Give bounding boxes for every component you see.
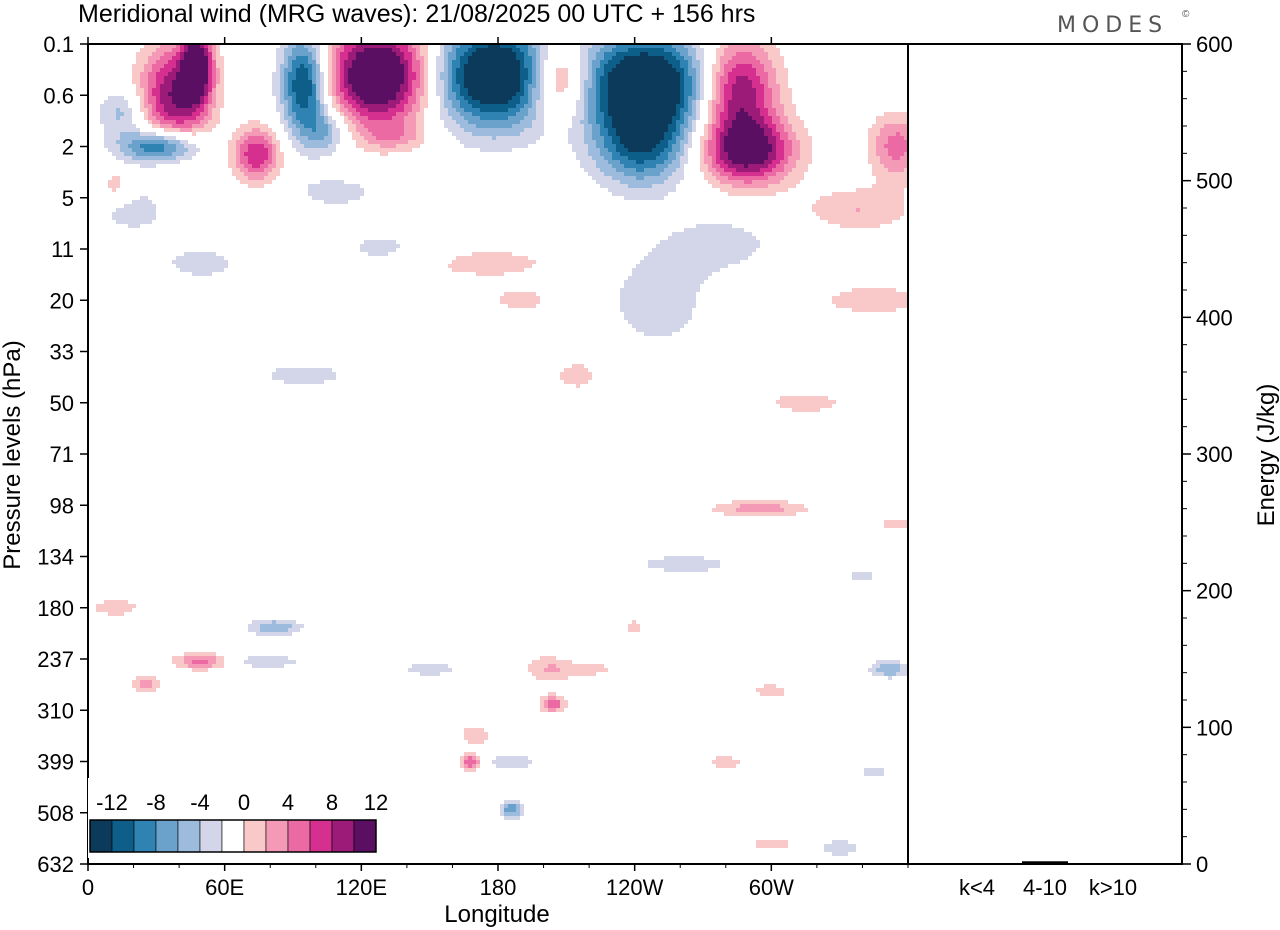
y-tick-label: 134 <box>37 545 74 570</box>
y-tick-label: 50 <box>50 391 74 416</box>
x-tick-label: 120E <box>336 875 387 900</box>
energy-bars <box>954 861 1136 864</box>
contour-band <box>292 44 684 164</box>
brand-copyright: © <box>1182 9 1190 20</box>
energy-tick-label: 100 <box>1196 715 1233 740</box>
y-axis-label: Pressure levels (hPa) <box>0 340 26 569</box>
energy-tick-label: 0 <box>1196 852 1208 877</box>
y-tick-label: 98 <box>50 493 74 518</box>
y-tick-label: 11 <box>51 237 74 262</box>
colorbar-swatch <box>353 819 377 853</box>
x-axis: 0 60E 120E 180 120W 60W <box>82 37 909 900</box>
y-tick-label: 5 <box>62 186 74 211</box>
y-tick-label: 2 <box>62 135 74 160</box>
energy-category-label: 4-10 <box>1023 875 1067 900</box>
y-tick-label: 71 <box>50 442 74 467</box>
energy-tick-label: 200 <box>1196 579 1233 604</box>
colorbar-tick-label: -8 <box>146 790 166 815</box>
colorbar-labels: -12 -8 -4 0 4 8 12 <box>96 790 388 815</box>
colorbar-swatch <box>111 819 135 853</box>
y-tick-label: 508 <box>37 801 74 826</box>
energy-category-label: k>10 <box>1089 875 1137 900</box>
colorbar-tick-label: 4 <box>282 790 294 815</box>
chart-title: Meridional wind (MRG waves): 21/08/2025 … <box>78 0 755 28</box>
energy-tick-label: 300 <box>1196 442 1233 467</box>
energy-bar <box>954 863 1000 864</box>
colorbar-swatches <box>89 819 377 853</box>
heatmap-field <box>96 44 908 856</box>
y-tick-label: 310 <box>37 698 74 723</box>
x-tick-label: 0 <box>82 875 94 900</box>
energy-categories: k<4 4-10 k>10 <box>959 875 1137 900</box>
colorbar-swatch <box>287 819 311 853</box>
y-tick-label: 632 <box>37 852 74 877</box>
x-tick-label: 60W <box>749 875 794 900</box>
colorbar-swatch <box>133 819 157 853</box>
colorbar-tick-label: -12 <box>96 790 128 815</box>
colorbar-swatch <box>221 819 245 853</box>
colorbar-swatch <box>331 819 355 853</box>
colorbar-tick-label: 8 <box>326 790 338 815</box>
y-tick-label: 0.1 <box>43 32 74 57</box>
x-tick-label: 60E <box>205 875 244 900</box>
x-tick-label: 120W <box>606 875 664 900</box>
energy-axis-label: Energy (J/kg) <box>1253 384 1280 527</box>
y-axis: 0.1 0.6 2 5 11 20 33 50 71 98 134 180 237 310 399 508 63… <box>37 32 88 877</box>
y-tick-label: 180 <box>37 596 74 621</box>
energy-axis: 0 100 200 300 400 500 600 <box>1182 32 1233 877</box>
colorbar-swatch <box>265 819 289 853</box>
colorbar-tick-label: 12 <box>364 790 388 815</box>
contour-band <box>464 44 680 152</box>
heatmap-panel: 0 60E 120E 180 120W 60W 0.1 0.6 2 5 11 20 33 50 71 98 1… <box>37 32 909 900</box>
colorbar-swatch <box>155 819 179 853</box>
colorbar-swatch <box>199 819 223 853</box>
colorbar-frame <box>89 819 377 853</box>
energy-tick-label: 400 <box>1196 305 1233 330</box>
y-tick-label: 0.6 <box>43 83 74 108</box>
colorbar-swatch <box>309 819 333 853</box>
energy-tick-label: 500 <box>1196 169 1233 194</box>
energy-bar <box>1090 863 1136 864</box>
colorbar-swatch <box>243 819 267 853</box>
energy-bar-panel: 0 100 200 300 400 500 600 k<4 4-10 k>10 <box>907 32 1233 900</box>
colorbar-tick-label: -4 <box>190 790 210 815</box>
contour-band <box>152 44 784 176</box>
colorbar-swatch <box>89 819 113 853</box>
energy-category-label: k<4 <box>959 875 995 900</box>
x-axis-label: Longitude <box>444 901 549 928</box>
y-tick-label: 237 <box>37 647 74 672</box>
colorbar-tick-label: 0 <box>238 790 250 815</box>
colorbar-swatch <box>177 819 201 853</box>
energy-bar <box>1022 861 1068 864</box>
brand-text: MODES <box>1057 13 1168 38</box>
energy-tick-label: 600 <box>1196 32 1233 57</box>
brand-logo: MODES © <box>1057 9 1190 38</box>
y-tick-label: 20 <box>50 288 74 313</box>
contour-band <box>128 44 696 812</box>
x-tick-label: 180 <box>480 875 517 900</box>
colorbar: -12 -8 -4 0 4 8 12 <box>88 778 388 858</box>
contour-band <box>100 44 908 856</box>
y-tick-label: 33 <box>50 340 74 365</box>
energy-frame <box>907 43 1183 865</box>
y-tick-label: 399 <box>37 750 74 775</box>
